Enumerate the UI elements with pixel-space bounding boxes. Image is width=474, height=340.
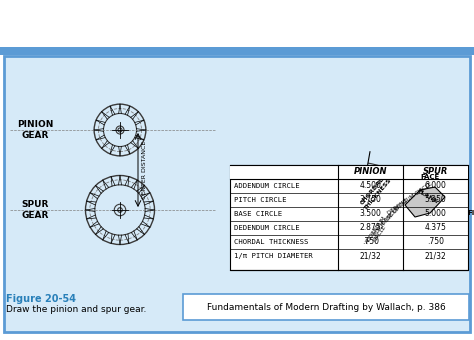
Text: ADDENDUM
CIRCLE: ADDENDUM CIRCLE [365,215,392,248]
Text: CENTER DISTANCE: CENTER DISTANCE [142,141,147,199]
Text: DEDENDUM CIRCLE: DEDENDUM CIRCLE [234,225,300,231]
Text: ADDENDUM CIRCLE: ADDENDUM CIRCLE [234,183,300,189]
Text: DEDENDUM CIRCLE: DEDENDUM CIRCLE [387,181,433,216]
Text: CHORDAL
THICKNESS: CHORDAL THICKNESS [358,174,392,212]
Text: CHORDAL THICKNESS: CHORDAL THICKNESS [234,239,309,245]
Text: FLANK: FLANK [416,189,438,205]
Bar [0,47,474,55]
Text: SPUR
GEAR: SPUR GEAR [21,200,49,220]
Text: Draw the pinion and spur gear.: Draw the pinion and spur gear. [6,305,146,314]
Text: 2.875: 2.875 [360,223,381,233]
FancyBboxPatch shape [183,294,469,320]
Text: 5.000: 5.000 [425,209,447,219]
Text: 5.250: 5.250 [425,195,447,204]
Text: 4.500: 4.500 [360,182,382,190]
Text: 3.500: 3.500 [360,209,382,219]
Bar [230,165,468,270]
Text: PINION
GEAR: PINION GEAR [17,120,53,140]
Text: BASE CIRCLE: BASE CIRCLE [381,197,409,225]
Text: SPUR: SPUR [423,168,448,176]
Text: 4.375: 4.375 [425,223,447,233]
Text: 1/π PITCH DIAMETER: 1/π PITCH DIAMETER [234,253,313,259]
Text: Figure 20-54: Figure 20-54 [6,294,76,304]
Text: 3.750: 3.750 [360,195,382,204]
Text: PITCH CIRCLE: PITCH CIRCLE [374,205,401,237]
Text: 21/32: 21/32 [360,252,382,260]
Text: .750: .750 [362,238,379,246]
Text: .750: .750 [427,238,444,246]
Text: 6.000: 6.000 [425,182,447,190]
Bar [4,56,470,332]
Text: PINION: PINION [354,168,387,176]
Bar [230,165,468,179]
Text: BASE CIRCLE: BASE CIRCLE [234,211,282,217]
FancyBboxPatch shape [0,290,474,340]
Text: FACE: FACE [420,174,439,180]
Text: Fundamentals of Modern Drafting by Wallach, p. 386: Fundamentals of Modern Drafting by Walla… [207,303,446,311]
Text: FILLET: FILLET [467,210,474,216]
Text: 21/32: 21/32 [425,252,447,260]
Polygon shape [405,187,445,217]
Text: PITCH CIRCLE: PITCH CIRCLE [234,197,286,203]
